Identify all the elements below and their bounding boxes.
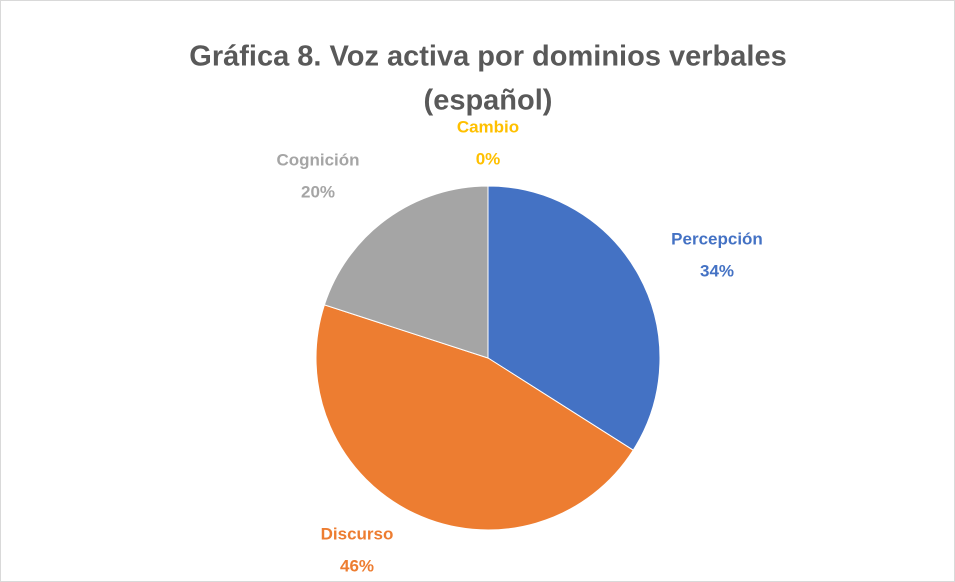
slice-category-label: Cognición [276,150,359,169]
slice-category-label: Cambio [457,117,519,136]
slice-value-label: 46% [340,556,374,575]
pie-slice [487,185,661,451]
slice-value-label: 34% [700,261,734,280]
slice-value-label: 20% [301,182,335,201]
chart-title: Gráfica 8. Voz activa por dominios verba… [189,41,786,73]
pie-slice [323,185,489,359]
pie-slice [315,304,634,531]
chart-title: (español) [424,85,553,117]
slice-value-label: 0% [476,149,501,168]
slice-category-label: Percepción [671,229,763,248]
slice-category-label: Discurso [321,524,394,543]
